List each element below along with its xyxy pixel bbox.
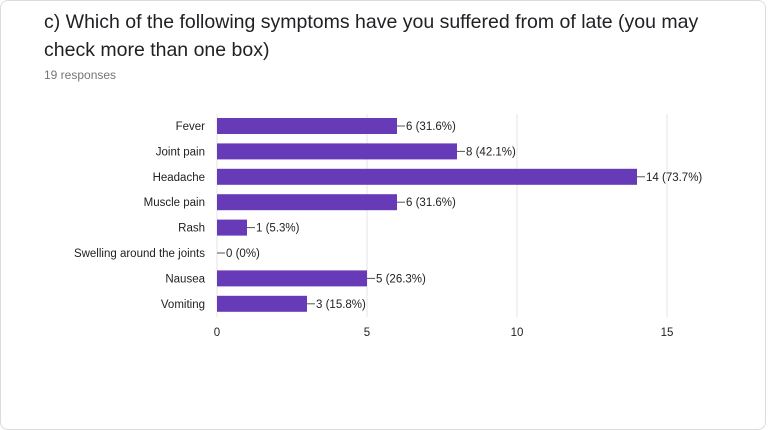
bar xyxy=(217,168,637,185)
x-tick-label: 10 xyxy=(511,327,524,339)
bar xyxy=(217,219,247,236)
data-label: 0 (0%) xyxy=(226,248,260,260)
data-label: 5 (26.3%) xyxy=(376,273,426,285)
category-label: Headache xyxy=(153,172,205,184)
data-label: 3 (15.8%) xyxy=(316,299,366,311)
bar xyxy=(217,118,397,134)
x-tick-label: 0 xyxy=(214,327,220,339)
bar xyxy=(217,295,307,312)
bar-chart: 0 5 10 15 Fever 6 (31.6%) Joint pain 8 (42.1%) H… xyxy=(74,114,702,339)
category-label: Rash xyxy=(178,223,205,235)
category-label: Nausea xyxy=(165,273,205,285)
response-count: 19 responses xyxy=(44,68,117,82)
category-label: Fever xyxy=(176,121,206,133)
category-label: Swelling around the joints xyxy=(74,248,205,260)
question-title: c) Which of the following symptoms have … xyxy=(44,11,699,61)
data-label: 8 (42.1%) xyxy=(466,146,516,158)
data-label: 6 (31.6%) xyxy=(406,121,456,133)
data-label: 6 (31.6%) xyxy=(406,197,456,209)
x-tick-label: 15 xyxy=(661,327,674,339)
data-label: 14 (73.7%) xyxy=(646,172,702,184)
data-label: 1 (5.3%) xyxy=(256,223,300,235)
x-tick-label: 5 xyxy=(364,327,370,339)
category-label: Joint pain xyxy=(156,146,205,158)
bar xyxy=(217,143,457,160)
category-label: Muscle pain xyxy=(144,197,205,209)
bar xyxy=(217,194,397,211)
bar xyxy=(217,270,367,287)
category-label: Vomiting xyxy=(161,299,205,311)
